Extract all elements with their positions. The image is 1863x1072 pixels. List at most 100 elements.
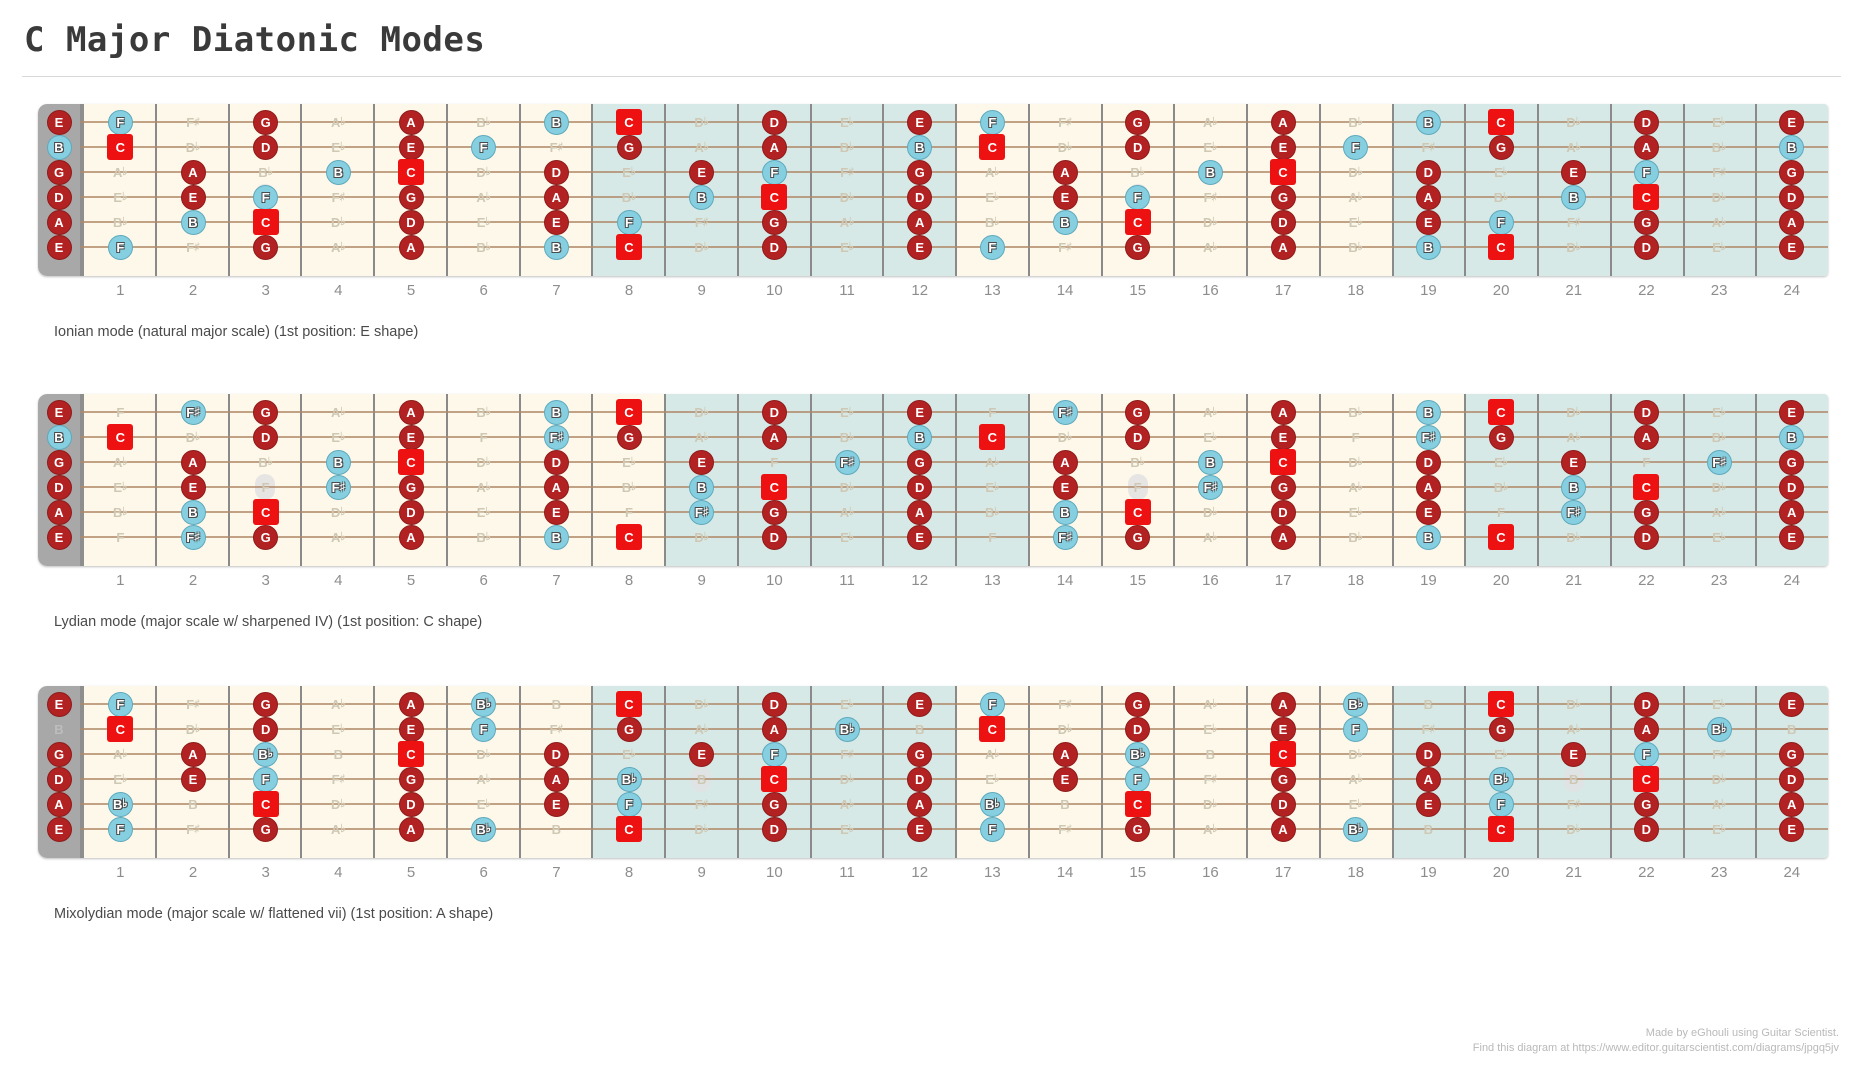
note-marker-s5-f8[interactable]: C xyxy=(616,234,642,260)
note-marker-s4-f17[interactable]: D xyxy=(1270,209,1296,235)
note-marker-s5-f18[interactable]: B ♭ xyxy=(1348,239,1363,255)
note-marker-s0-f7[interactable]: B xyxy=(543,109,569,135)
note-marker-s3-f20[interactable]: B ♭ xyxy=(1493,189,1509,205)
note-marker-s4-f1[interactable]: B ♭ xyxy=(107,791,133,817)
note-marker-s3-f11[interactable]: D ♭ xyxy=(839,479,855,495)
open-string-note-4[interactable]: A xyxy=(46,209,72,235)
note-marker-s0-f18[interactable]: B ♭ xyxy=(1348,114,1363,130)
note-marker-s2-f15[interactable]: B ♭ xyxy=(1130,164,1145,180)
note-marker-s5-f20[interactable]: C xyxy=(1488,816,1514,842)
open-string-note-4[interactable]: A xyxy=(46,791,72,817)
note-marker-s0-f12[interactable]: E xyxy=(907,691,933,717)
note-marker-s2-f19[interactable]: D xyxy=(1415,449,1441,475)
note-marker-s0-f3[interactable]: G xyxy=(253,399,279,425)
note-marker-s4-f3[interactable]: C xyxy=(252,791,279,817)
note-marker-s5-f21[interactable]: D ♭ xyxy=(1566,529,1581,545)
note-marker-s5-f21[interactable]: D ♭ xyxy=(1566,239,1581,255)
note-marker-s4-f19[interactable]: E xyxy=(1415,791,1441,817)
note-marker-s3-f11[interactable]: D ♭ xyxy=(839,771,855,787)
note-marker-s1-f16[interactable]: E ♭ xyxy=(1203,139,1218,155)
note-marker-s5-f3[interactable]: G xyxy=(253,816,279,842)
note-marker-s3-f15[interactable]: F xyxy=(1125,184,1151,210)
note-marker-s3-f1[interactable]: E ♭ xyxy=(113,189,128,205)
note-marker-s3-f7[interactable]: A xyxy=(543,474,569,500)
note-marker-s4-f7[interactable]: E xyxy=(543,499,569,525)
note-marker-s5-f7[interactable]: B xyxy=(551,821,562,837)
note-marker-s0-f23[interactable]: E ♭ xyxy=(1712,696,1726,712)
note-marker-s5-f12[interactable]: E xyxy=(907,816,933,842)
note-marker-s2-f15[interactable]: B ♭ xyxy=(1130,454,1145,470)
note-marker-s2-f18[interactable]: D ♭ xyxy=(1348,164,1363,180)
note-marker-s5-f9[interactable]: D ♭ xyxy=(694,239,709,255)
note-marker-s0-f12[interactable]: E xyxy=(907,109,933,135)
note-marker-s5-f16[interactable]: A ♭ xyxy=(1203,239,1218,255)
note-marker-s3-f15[interactable]: F xyxy=(1133,479,1142,495)
open-string-note-2[interactable]: G xyxy=(46,449,72,475)
note-marker-s2-f6[interactable]: D ♭ xyxy=(476,454,491,470)
note-marker-s4-f9[interactable]: F ♯ xyxy=(689,499,715,525)
note-marker-s4-f6[interactable]: E ♭ xyxy=(476,504,491,520)
note-marker-s4-f21[interactable]: F ♯ xyxy=(1566,214,1581,230)
note-marker-s2-f9[interactable]: E xyxy=(689,449,715,475)
note-marker-s1-f5[interactable]: E xyxy=(398,134,424,160)
note-marker-s5-f3[interactable]: G xyxy=(253,524,279,550)
note-marker-s3-f14[interactable]: E xyxy=(1052,474,1078,500)
note-marker-s2-f17[interactable]: C xyxy=(1270,449,1296,475)
note-marker-s4-f14[interactable]: B xyxy=(1052,499,1078,525)
note-marker-s0-f4[interactable]: A ♭ xyxy=(331,404,346,420)
note-marker-s3-f5[interactable]: G xyxy=(398,766,424,792)
note-marker-s3-f9[interactable]: B xyxy=(689,474,715,500)
note-marker-s0-f6[interactable]: B ♭ xyxy=(471,691,497,717)
note-marker-s2-f9[interactable]: E xyxy=(689,741,715,767)
note-marker-s2-f22[interactable]: F xyxy=(1642,454,1651,470)
note-marker-s4-f2[interactable]: B xyxy=(180,209,206,235)
note-marker-s5-f4[interactable]: A ♭ xyxy=(331,821,346,837)
note-marker-s1-f13[interactable]: C xyxy=(979,716,1006,742)
note-marker-s4-f18[interactable]: E ♭ xyxy=(1348,796,1363,812)
note-marker-s2-f12[interactable]: G xyxy=(907,741,933,767)
note-marker-s0-f22[interactable]: D xyxy=(1633,399,1659,425)
note-marker-s0-f14[interactable]: F ♯ xyxy=(1058,696,1072,712)
note-marker-s5-f17[interactable]: A xyxy=(1270,524,1296,550)
note-marker-s0-f5[interactable]: A xyxy=(398,109,424,135)
open-string-note-5[interactable]: E xyxy=(46,234,72,260)
note-marker-s1-f23[interactable]: B ♭ xyxy=(1711,139,1727,155)
note-marker-s1-f19[interactable]: F ♯ xyxy=(1421,139,1436,155)
note-marker-s2-f7[interactable]: D xyxy=(543,449,569,475)
note-marker-s1-f8[interactable]: G xyxy=(616,424,642,450)
note-marker-s3-f19[interactable]: A xyxy=(1415,184,1441,210)
note-marker-s1-f20[interactable]: G xyxy=(1488,716,1514,742)
note-marker-s0-f8[interactable]: C xyxy=(616,109,642,135)
note-marker-s1-f20[interactable]: G xyxy=(1488,134,1514,160)
note-marker-s0-f9[interactable]: D ♭ xyxy=(694,114,709,130)
note-marker-s1-f11[interactable]: B ♭ xyxy=(834,716,860,742)
note-marker-s1-f9[interactable]: A ♭ xyxy=(694,139,709,155)
note-marker-s4-f19[interactable]: E xyxy=(1415,209,1441,235)
note-marker-s5-f21[interactable]: D ♭ xyxy=(1566,821,1581,837)
fretboard-lydian[interactable]: E B G D A E F F ♯ G A ♭ A B ♭ B C D ♭ D E ♭ E F F ♯ G A ♭ A B ♭ B C D ♭ D E ♭ E… xyxy=(38,394,1828,566)
note-marker-s2-f20[interactable]: E ♭ xyxy=(1494,164,1508,180)
note-marker-s1-f14[interactable]: D ♭ xyxy=(1057,139,1073,155)
note-marker-s5-f9[interactable]: D ♭ xyxy=(694,529,709,545)
note-marker-s4-f15[interactable]: C xyxy=(1124,791,1151,817)
note-marker-s3-f19[interactable]: A xyxy=(1415,474,1441,500)
note-marker-s3-f24[interactable]: D xyxy=(1779,184,1805,210)
note-marker-s1-f6[interactable]: F xyxy=(471,716,497,742)
note-marker-s0-f24[interactable]: E xyxy=(1779,109,1805,135)
note-marker-s0-f16[interactable]: A ♭ xyxy=(1203,404,1218,420)
note-marker-s0-f4[interactable]: A ♭ xyxy=(331,114,346,130)
open-string-note-3[interactable]: D xyxy=(46,766,72,792)
note-marker-s1-f5[interactable]: E xyxy=(398,716,424,742)
note-marker-s5-f12[interactable]: E xyxy=(907,524,933,550)
note-marker-s2-f4[interactable]: B xyxy=(333,746,344,762)
note-marker-s3-f19[interactable]: A xyxy=(1415,766,1441,792)
note-marker-s4-f17[interactable]: D xyxy=(1270,791,1296,817)
note-marker-s4-f6[interactable]: E ♭ xyxy=(476,796,491,812)
note-marker-s0-f8[interactable]: C xyxy=(616,691,642,717)
note-marker-s3-f22[interactable]: C xyxy=(1633,766,1660,792)
note-marker-s3-f6[interactable]: A ♭ xyxy=(476,479,491,495)
note-marker-s2-f7[interactable]: D xyxy=(543,741,569,767)
note-marker-s4-f9[interactable]: F ♯ xyxy=(694,796,709,812)
open-string-note-5[interactable]: E xyxy=(46,524,72,550)
note-marker-s1-f4[interactable]: E ♭ xyxy=(331,139,346,155)
